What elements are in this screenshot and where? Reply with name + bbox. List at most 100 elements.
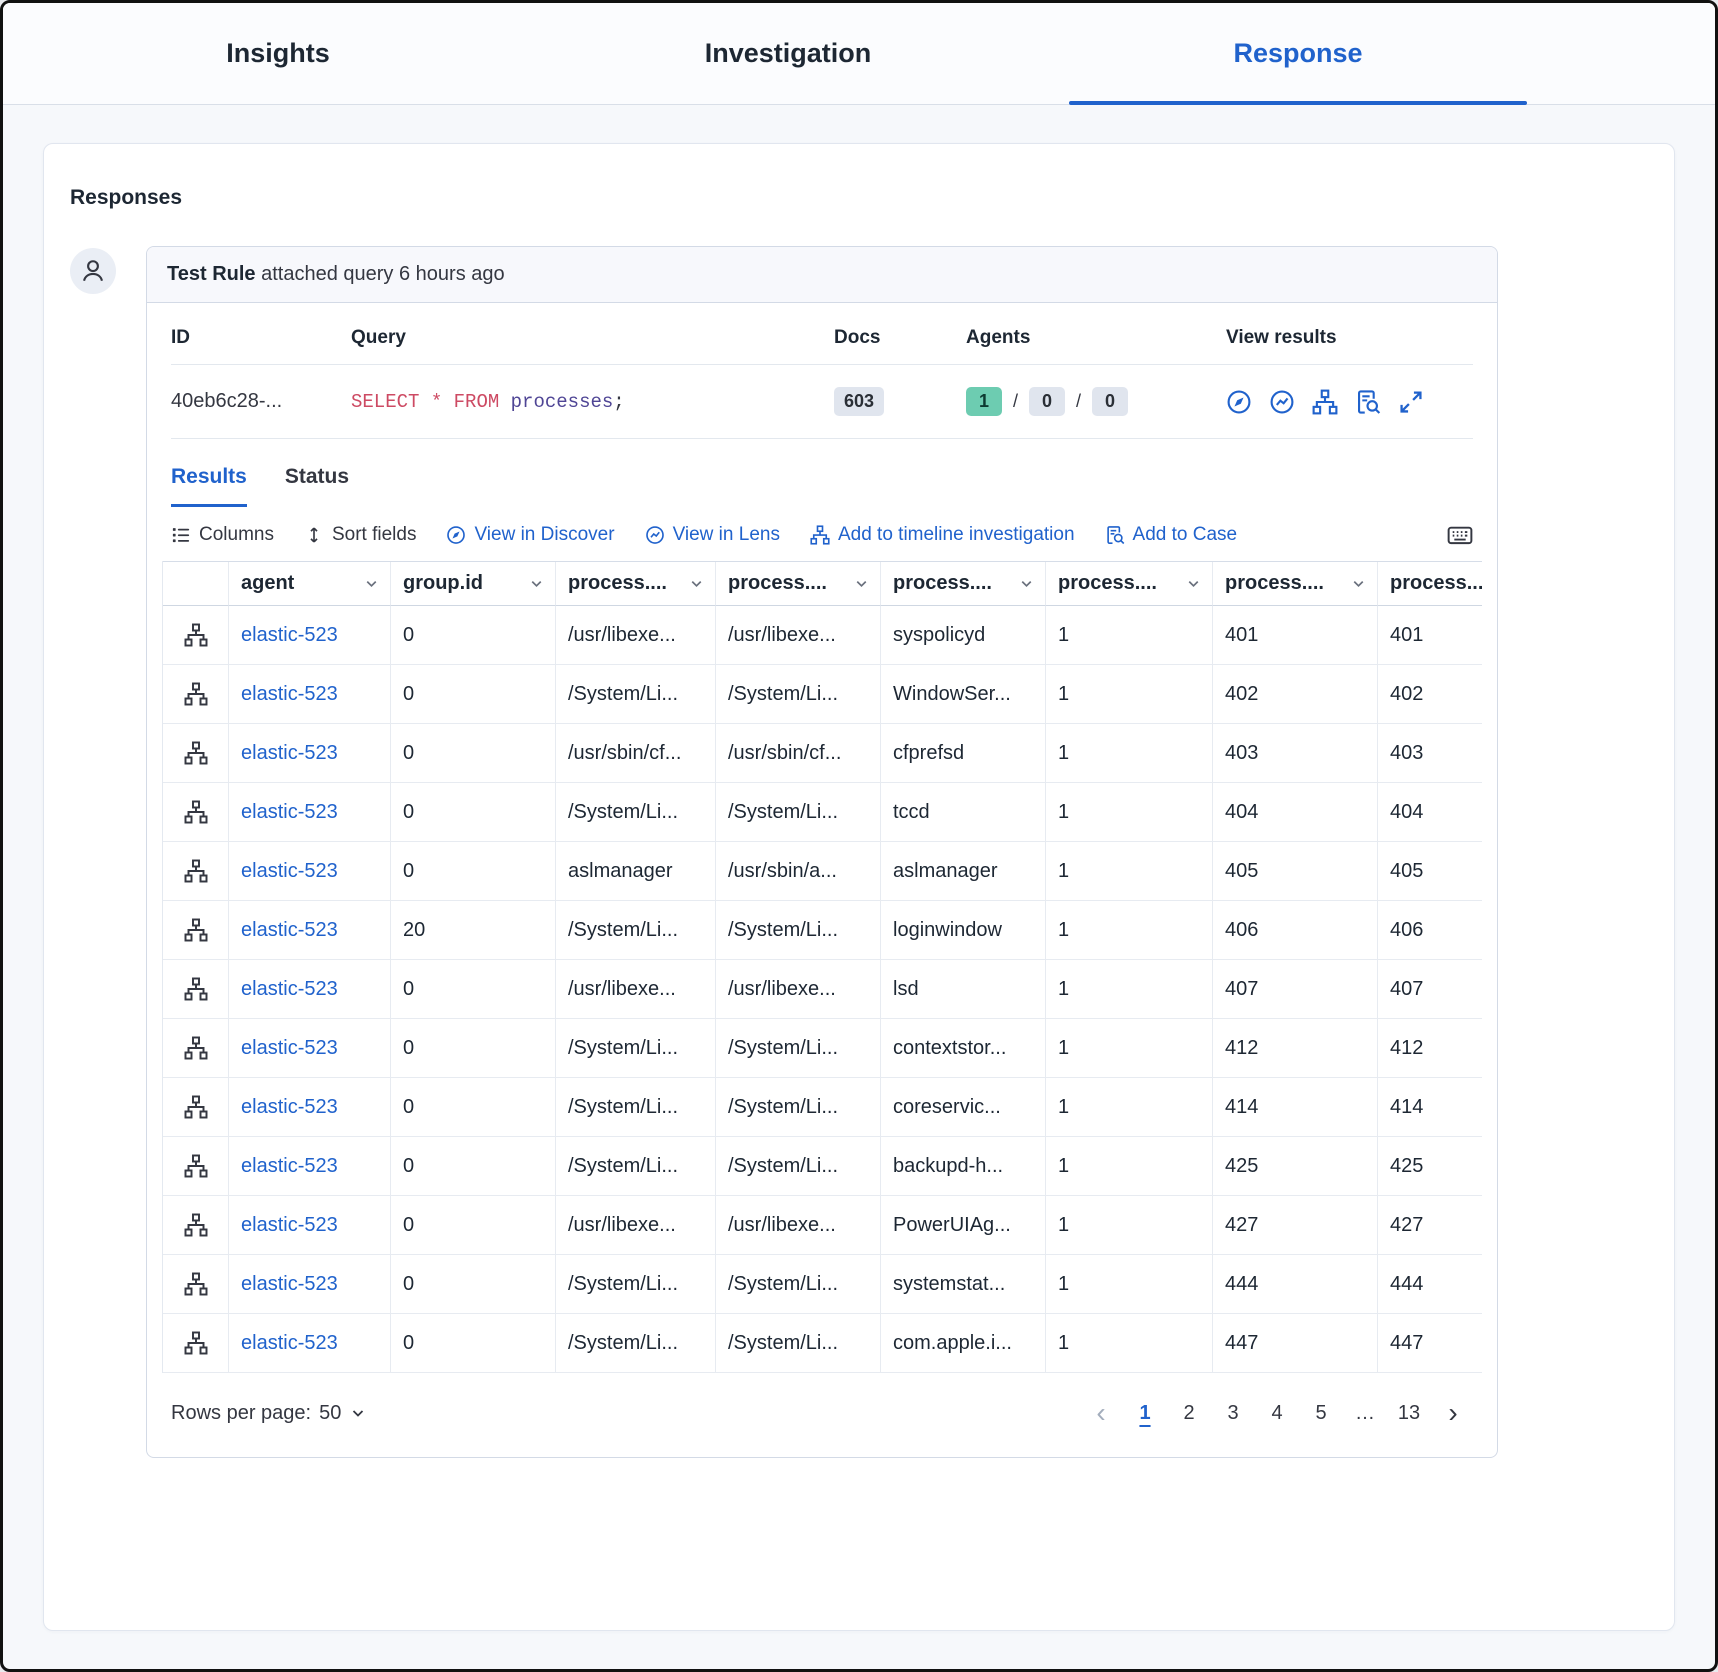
agent-link[interactable]: elastic-523 (241, 1036, 338, 1059)
cell-process-name: com.apple.i... (881, 1314, 1046, 1373)
analyze-event-button[interactable] (163, 783, 229, 842)
column-label: process.... (728, 572, 827, 594)
sql-semicolon: ; (613, 390, 625, 413)
agent-link[interactable]: elastic-523 (241, 800, 338, 823)
agent-link[interactable]: elastic-523 (241, 1272, 338, 1295)
rule-name: Test Rule (167, 263, 256, 285)
add-to-case-button[interactable]: Add to Case (1105, 524, 1237, 546)
analyze-event-icon (184, 1095, 207, 1119)
page-button-1[interactable]: 1 (1125, 1393, 1165, 1433)
column-header-process[interactable]: process... (1378, 562, 1482, 606)
rows-per-page-button[interactable]: Rows per page: 50 (171, 1402, 367, 1425)
agents-separator: / (1076, 391, 1082, 411)
add-to-case-icon[interactable] (1355, 389, 1381, 415)
sql-star: * (430, 390, 443, 413)
agent-link[interactable]: elastic-523 (241, 1331, 338, 1354)
agent-link[interactable]: elastic-523 (241, 918, 338, 941)
grid-toolbar: Columns Sort fields View i (147, 507, 1497, 561)
analyze-event-button[interactable] (163, 1255, 229, 1314)
cell-process-pid: 425 (1378, 1137, 1482, 1196)
analyze-event-icon (184, 1213, 207, 1237)
cell-process-pid: 406 (1213, 901, 1378, 960)
grid-footer: Rows per page: 50 ‹ 1 2 3 4 5 … 1 (147, 1373, 1497, 1457)
analyze-event-button[interactable] (163, 960, 229, 1019)
view-in-discover-icon[interactable] (1226, 389, 1252, 415)
column-header-process[interactable]: process.... (716, 562, 881, 606)
table-row: elastic-523 0 /System/Li... /System/Li..… (163, 783, 1482, 842)
query-id: 40eb6c28-... (171, 365, 351, 439)
agent-link[interactable]: elastic-523 (241, 682, 338, 705)
agent-link[interactable]: elastic-523 (241, 1095, 338, 1118)
tab-investigation[interactable]: Investigation (704, 38, 872, 68)
chevron-down-icon (353, 1410, 364, 1417)
previous-page-button[interactable]: ‹ (1081, 1393, 1121, 1433)
columns-button[interactable]: Columns (171, 524, 274, 546)
keyboard-shortcuts-button[interactable] (1447, 522, 1473, 548)
next-page-button[interactable]: › (1433, 1393, 1473, 1433)
column-header-process[interactable]: process.... (1046, 562, 1213, 606)
page-title: Responses (70, 186, 183, 209)
column-header-process[interactable]: process.... (556, 562, 716, 606)
cell-process-path: /System/Li... (716, 901, 881, 960)
add-to-timeline-icon[interactable] (1312, 389, 1338, 415)
query-sql: SELECT * FROM processes; (351, 365, 834, 439)
agent-link[interactable]: elastic-523 (241, 859, 338, 882)
cell-process-pid: 401 (1213, 606, 1378, 665)
analyze-event-button[interactable] (163, 724, 229, 783)
sql-keyword: SELECT (351, 390, 420, 413)
add-to-timeline-button[interactable]: Add to timeline investigation (810, 524, 1075, 546)
cell-group-id: 0 (391, 960, 556, 1019)
page-button-3[interactable]: 3 (1213, 1393, 1253, 1433)
page-button-5[interactable]: 5 (1301, 1393, 1341, 1433)
cell-process-pid: 405 (1213, 842, 1378, 901)
analyze-event-button[interactable] (163, 1019, 229, 1078)
chevron-down-icon (691, 580, 702, 588)
cell-process-pid: 412 (1213, 1019, 1378, 1078)
agent-link[interactable]: elastic-523 (241, 1154, 338, 1177)
tab-results[interactable]: Results (171, 465, 247, 507)
col-header-query: Query (351, 303, 834, 365)
analyze-event-icon (184, 918, 207, 942)
tab-status[interactable]: Status (284, 465, 350, 488)
discover-icon (447, 526, 466, 544)
page-button-2[interactable]: 2 (1169, 1393, 1209, 1433)
page-button-4[interactable]: 4 (1257, 1393, 1297, 1433)
sql-table: processes (510, 390, 614, 413)
analyze-event-icon (184, 682, 207, 706)
view-in-discover-button[interactable]: View in Discover (446, 524, 615, 546)
column-header-group-id[interactable]: group.id (391, 562, 556, 606)
sort-fields-button[interactable]: Sort fields (304, 524, 416, 546)
agent-link[interactable]: elastic-523 (241, 741, 338, 764)
agent-link[interactable]: elastic-523 (241, 623, 338, 646)
cell-process-path: /System/Li... (716, 665, 881, 724)
expand-icon[interactable] (1398, 389, 1424, 415)
table-row: elastic-523 0 /usr/libexe... /usr/libexe… (163, 960, 1482, 1019)
analyze-event-button[interactable] (163, 842, 229, 901)
rows-per-page-label: Rows per page: (171, 1401, 312, 1424)
analyze-event-button[interactable] (163, 1078, 229, 1137)
column-label: agent (241, 572, 295, 594)
column-header-process[interactable]: process.... (881, 562, 1046, 606)
column-header-process[interactable]: process.... (1213, 562, 1378, 606)
view-in-lens-icon[interactable] (1269, 389, 1295, 415)
cell-process-name: PowerUIAg... (881, 1196, 1046, 1255)
analyze-event-button[interactable] (163, 901, 229, 960)
agent-link[interactable]: elastic-523 (241, 1213, 338, 1236)
analyze-event-button[interactable] (163, 665, 229, 724)
agent-link[interactable]: elastic-523 (241, 977, 338, 1000)
comment-action: attached query (261, 263, 394, 285)
tab-response[interactable]: Response (1043, 3, 1553, 105)
view-in-lens-button[interactable]: View in Lens (645, 524, 780, 546)
analyze-event-button[interactable] (163, 606, 229, 665)
cell-process-pid: 404 (1213, 783, 1378, 842)
analyze-event-button[interactable] (163, 1196, 229, 1255)
query-summary: ID Query Docs Agents View results 40eb6c… (147, 303, 1497, 439)
pagination: ‹ 1 2 3 4 5 … 13 › (1081, 1393, 1473, 1433)
table-row: elastic-523 0 /usr/sbin/cf... /usr/sbin/… (163, 724, 1482, 783)
analyze-event-button[interactable] (163, 1314, 229, 1373)
column-header-agent[interactable]: agent (229, 562, 391, 606)
analyze-event-button[interactable] (163, 1137, 229, 1196)
tab-insights[interactable]: Insights (226, 38, 330, 68)
page-button-13[interactable]: 13 (1389, 1393, 1429, 1433)
comment-timestamp: 6 hours ago (399, 263, 505, 285)
